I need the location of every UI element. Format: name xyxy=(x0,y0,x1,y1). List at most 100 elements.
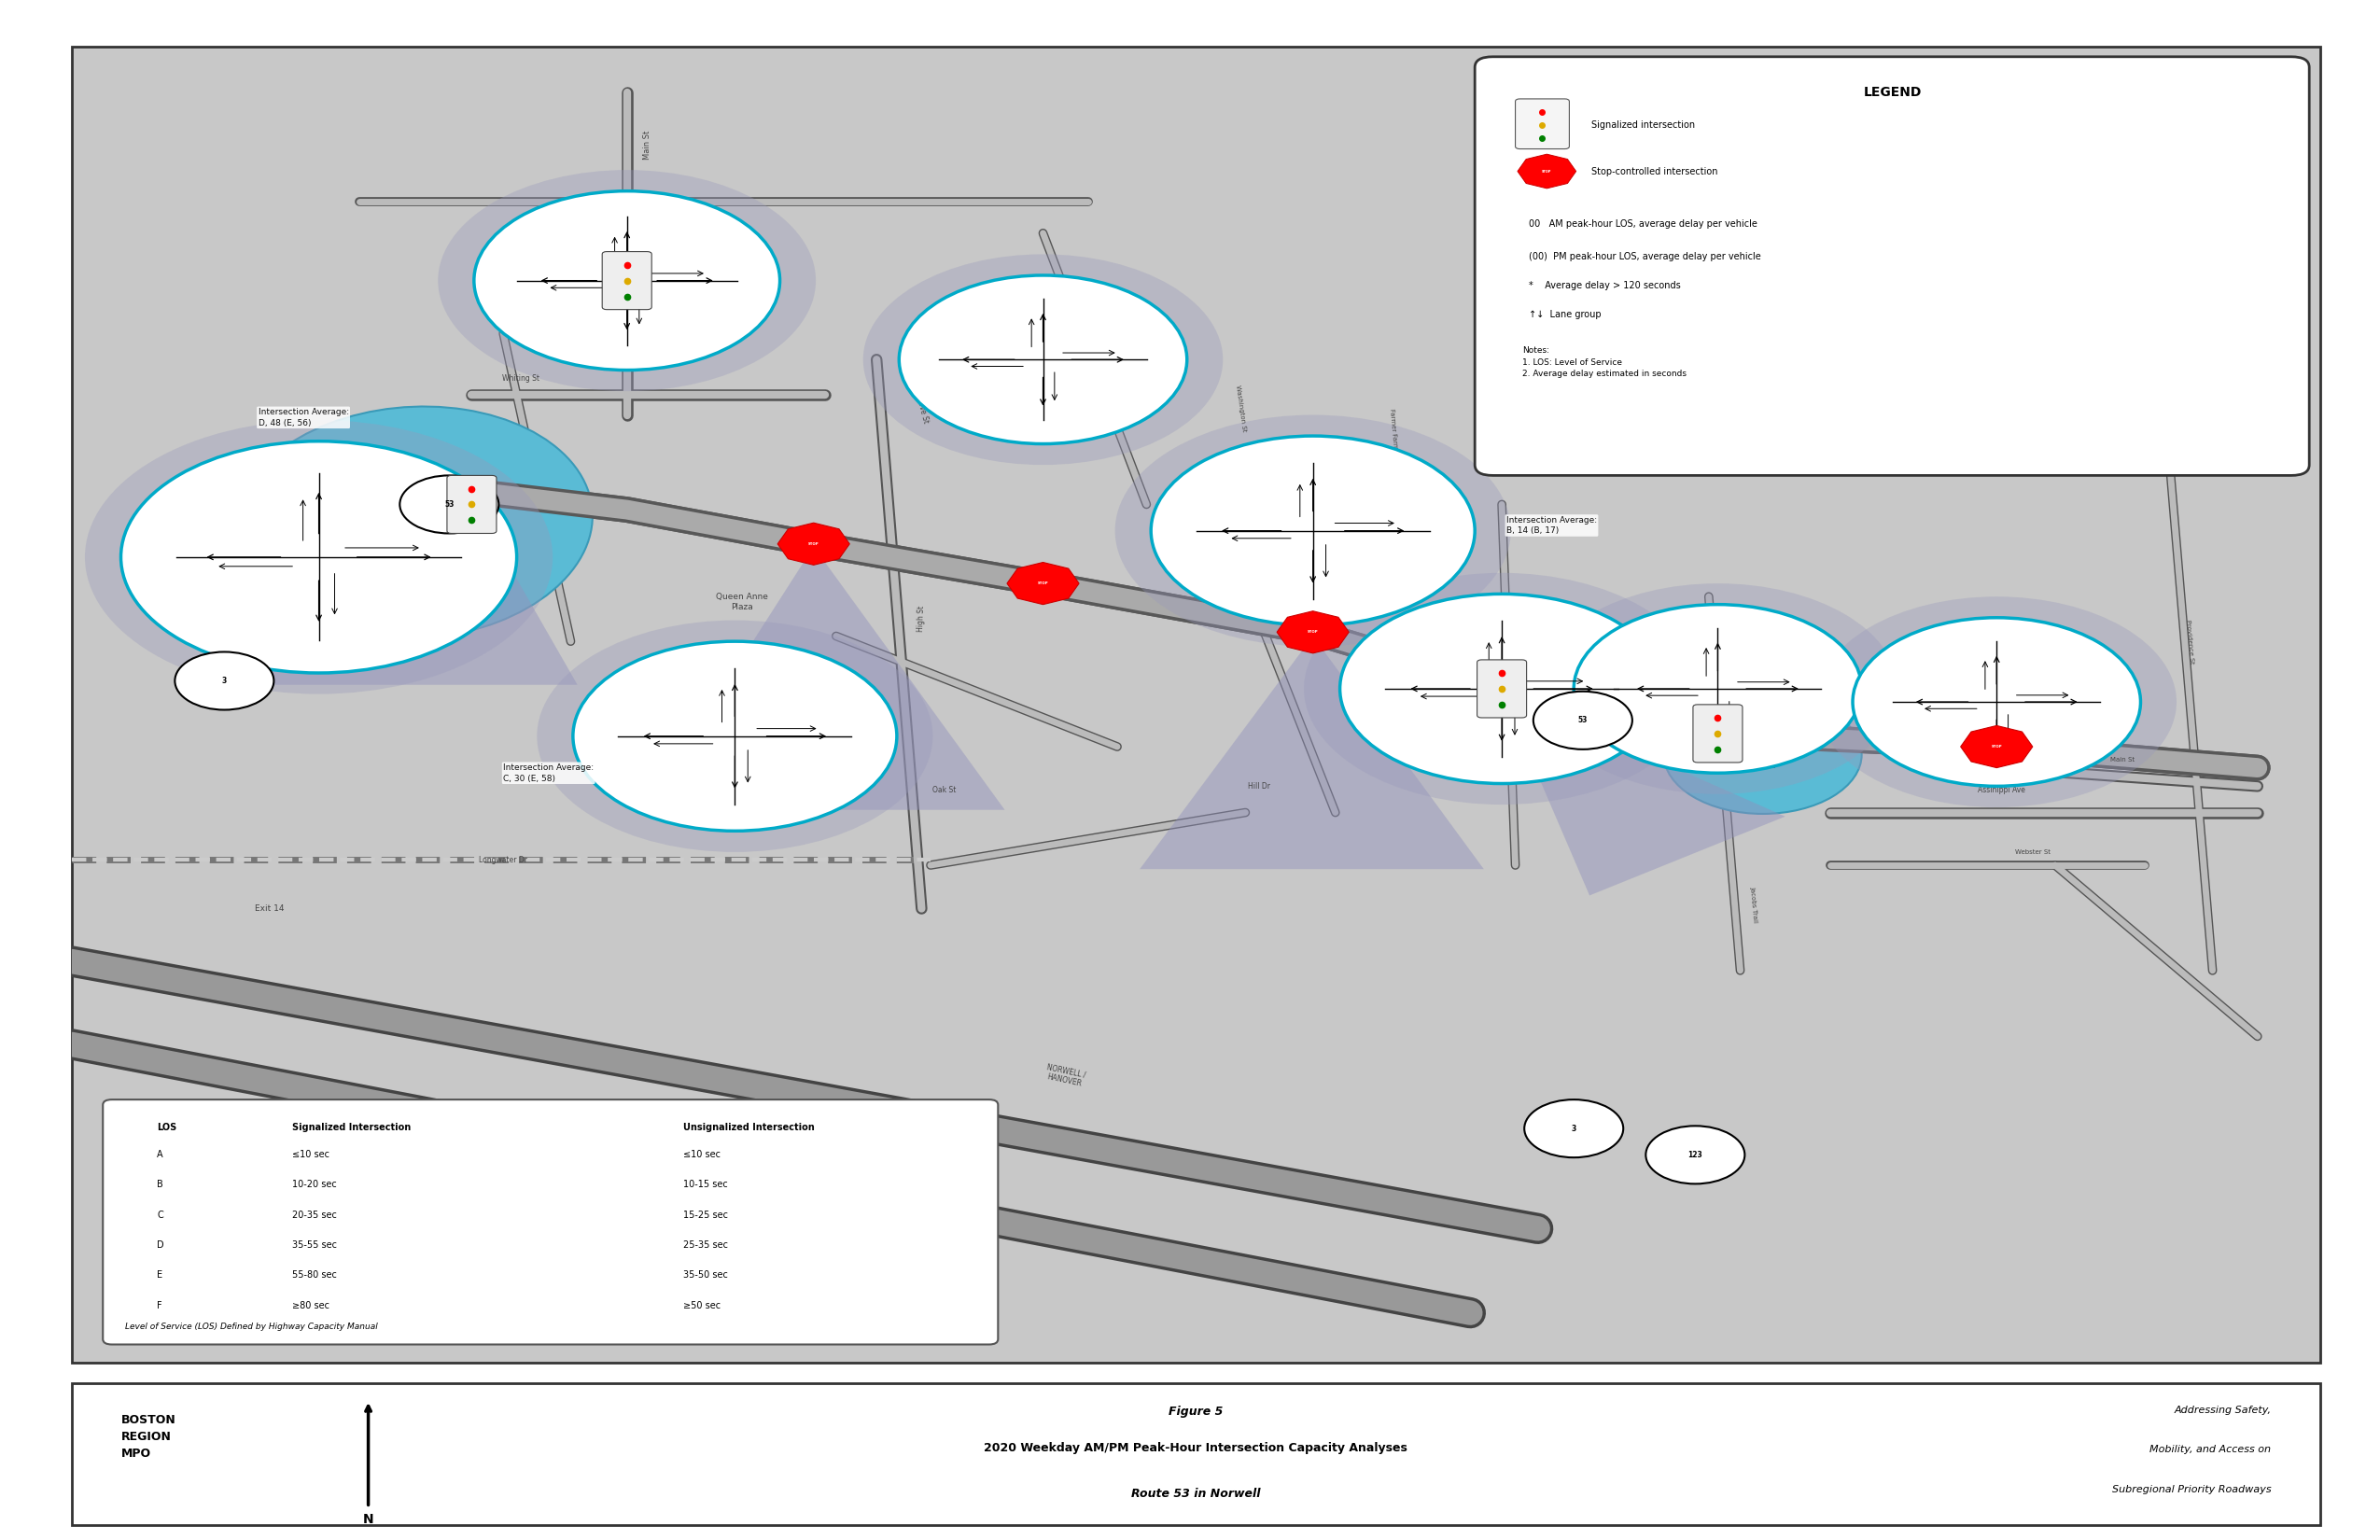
Text: E: E xyxy=(157,1270,162,1280)
Circle shape xyxy=(1523,1100,1623,1158)
Text: Jacobs Trail: Jacobs Trail xyxy=(1749,887,1759,922)
Text: Signalized intersection: Signalized intersection xyxy=(1592,120,1695,129)
Text: Farmer Farm Rd: Farmer Farm Rd xyxy=(1390,408,1399,460)
Text: Addressing Safety,: Addressing Safety, xyxy=(2173,1406,2271,1415)
Circle shape xyxy=(538,621,933,852)
Text: STOP: STOP xyxy=(1542,169,1552,172)
Text: 2020 Weekday AM/PM Peak-Hour Intersection Capacity Analyses: 2020 Weekday AM/PM Peak-Hour Intersectio… xyxy=(985,1443,1407,1455)
Text: Webster St: Webster St xyxy=(2016,849,2049,855)
Text: Main St: Main St xyxy=(2111,758,2135,762)
Circle shape xyxy=(86,420,552,695)
FancyBboxPatch shape xyxy=(71,1383,2320,1525)
Text: 53: 53 xyxy=(445,500,455,508)
Text: STOP: STOP xyxy=(1307,630,1319,634)
Text: Intersection Average:
D, 48 (E, 56): Intersection Average: D, 48 (E, 56) xyxy=(257,408,350,427)
Circle shape xyxy=(1114,414,1511,647)
Text: Stop-controlled intersection: Stop-controlled intersection xyxy=(1592,166,1718,176)
Text: ≤10 sec: ≤10 sec xyxy=(293,1149,328,1160)
FancyBboxPatch shape xyxy=(447,476,497,533)
Text: 25-35 sec: 25-35 sec xyxy=(683,1240,728,1250)
Text: Subregional Priority Roadways: Subregional Priority Roadways xyxy=(2111,1485,2271,1494)
Text: Route 53 in Norwell: Route 53 in Norwell xyxy=(1130,1488,1261,1500)
Text: F: F xyxy=(157,1301,162,1311)
Circle shape xyxy=(400,476,500,533)
Text: 123: 123 xyxy=(1687,1150,1702,1160)
Text: Queen Anne
Plaza: Queen Anne Plaza xyxy=(716,593,769,611)
FancyBboxPatch shape xyxy=(1692,705,1742,762)
Text: 35-55 sec: 35-55 sec xyxy=(293,1240,336,1250)
Text: Notes:
1. LOS: Level of Service
2. Average delay estimated in seconds: Notes: 1. LOS: Level of Service 2. Avera… xyxy=(1523,346,1687,379)
Circle shape xyxy=(121,442,516,673)
Text: Grove St: Grove St xyxy=(914,393,931,424)
Text: Level of Service (LOS) Defined by Highway Capacity Manual: Level of Service (LOS) Defined by Highwa… xyxy=(126,1323,378,1331)
FancyBboxPatch shape xyxy=(1476,57,2309,476)
Circle shape xyxy=(1852,618,2140,787)
Text: STOP: STOP xyxy=(1992,745,2002,748)
FancyBboxPatch shape xyxy=(71,46,2320,1363)
Text: LEGEND: LEGEND xyxy=(1864,86,1923,99)
Circle shape xyxy=(1647,1126,1745,1184)
Text: ≥80 sec: ≥80 sec xyxy=(293,1301,328,1311)
Circle shape xyxy=(1152,436,1476,625)
Text: Whiting St: Whiting St xyxy=(502,374,540,382)
Text: NORWELL /
HANOVER: NORWELL / HANOVER xyxy=(1045,1063,1088,1089)
Text: D: D xyxy=(157,1240,164,1250)
Text: Figure 5: Figure 5 xyxy=(1169,1406,1223,1418)
Text: 35-50 sec: 35-50 sec xyxy=(683,1270,728,1280)
Ellipse shape xyxy=(233,407,593,639)
Circle shape xyxy=(864,254,1223,465)
Text: Providence St: Providence St xyxy=(2185,619,2194,664)
Text: BOSTON
REGION
MPO: BOSTON REGION MPO xyxy=(121,1414,176,1460)
Text: ↑↓  Lane group: ↑↓ Lane group xyxy=(1528,310,1602,319)
Circle shape xyxy=(1573,605,1861,773)
FancyBboxPatch shape xyxy=(102,1100,997,1344)
Text: ≤10 sec: ≤10 sec xyxy=(683,1149,721,1160)
Text: Assinippi Ave: Assinippi Ave xyxy=(1978,785,2025,795)
Text: Jacobs
Pond: Jacobs Pond xyxy=(1747,750,1780,770)
Text: Signalized Intersection: Signalized Intersection xyxy=(293,1123,412,1132)
Text: High St: High St xyxy=(916,605,926,631)
Text: 10-20 sec: 10-20 sec xyxy=(293,1180,336,1189)
Circle shape xyxy=(174,651,274,710)
Circle shape xyxy=(1340,594,1664,784)
Text: C: C xyxy=(157,1210,164,1220)
Polygon shape xyxy=(645,547,1004,810)
Text: Mobility, and Access on: Mobility, and Access on xyxy=(2149,1445,2271,1455)
Text: Hill Dr: Hill Dr xyxy=(1247,782,1271,790)
Text: Brantwood Rd: Brantwood Rd xyxy=(1533,724,1542,770)
Text: STOP: STOP xyxy=(1038,582,1050,585)
Text: N: N xyxy=(362,1514,374,1526)
Text: 53: 53 xyxy=(1578,716,1587,724)
Circle shape xyxy=(474,191,781,370)
Polygon shape xyxy=(1502,691,1785,895)
Text: *    Average delay > 120 seconds: * Average delay > 120 seconds xyxy=(1528,282,1680,291)
Text: Washington St: Washington St xyxy=(1235,385,1247,433)
Text: STOP: STOP xyxy=(809,542,819,545)
Circle shape xyxy=(1537,584,1897,795)
Text: A: A xyxy=(157,1149,164,1160)
Text: Intersection Average:
C, 30 (E, 58): Intersection Average: C, 30 (E, 58) xyxy=(502,764,595,782)
Circle shape xyxy=(574,641,897,832)
Text: LOS: LOS xyxy=(157,1123,176,1132)
Ellipse shape xyxy=(1664,696,1861,813)
Text: 55-80 sec: 55-80 sec xyxy=(293,1270,336,1280)
Text: 3: 3 xyxy=(1571,1124,1576,1133)
Circle shape xyxy=(1816,596,2178,807)
Text: 3: 3 xyxy=(221,676,226,685)
Text: Main St: Main St xyxy=(643,131,652,160)
Text: (00)  PM peak-hour LOS, average delay per vehicle: (00) PM peak-hour LOS, average delay per… xyxy=(1528,253,1761,262)
Circle shape xyxy=(1533,691,1633,750)
Text: Unsignalized Intersection: Unsignalized Intersection xyxy=(683,1123,814,1132)
Text: 15-25 sec: 15-25 sec xyxy=(683,1210,728,1220)
Text: 00   AM peak-hour LOS, average delay per vehicle: 00 AM peak-hour LOS, average delay per v… xyxy=(1528,219,1756,228)
Circle shape xyxy=(1304,573,1699,804)
Text: 10-15 sec: 10-15 sec xyxy=(683,1180,728,1189)
Polygon shape xyxy=(1140,636,1483,869)
FancyBboxPatch shape xyxy=(1516,99,1568,149)
Text: B: B xyxy=(157,1180,164,1189)
Text: Accord
Pond: Accord Pond xyxy=(374,527,409,547)
Text: Longwater Dr: Longwater Dr xyxy=(478,856,528,864)
Text: 20-35 sec: 20-35 sec xyxy=(293,1210,336,1220)
Polygon shape xyxy=(195,500,578,685)
Text: Exit 14: Exit 14 xyxy=(255,904,283,913)
